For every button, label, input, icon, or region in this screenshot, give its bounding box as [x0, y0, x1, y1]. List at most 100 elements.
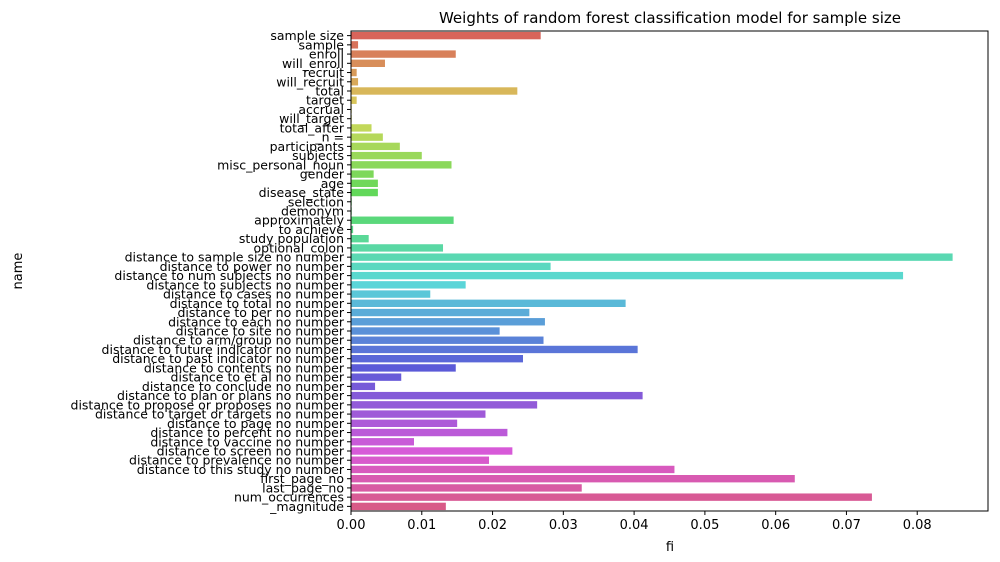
bar: [351, 124, 372, 132]
y-tick-label: total: [315, 84, 344, 99]
bar: [351, 465, 675, 474]
y-axis-label: name: [11, 253, 26, 290]
y-tick-label: distance to past indicator no number: [112, 351, 345, 366]
y-tick-label: optional_colon: [254, 240, 344, 255]
bar: [351, 87, 518, 95]
y-tick-label: distance to total no number: [170, 296, 345, 311]
chart-title: Weights of random forest classification …: [439, 9, 901, 27]
bar: [351, 225, 354, 234]
bar: [351, 373, 402, 381]
y-tick-label: first_page_no: [260, 471, 344, 486]
y-tick-label: gender: [300, 167, 345, 182]
bar: [351, 96, 357, 104]
y-tick-label: distance to sample size no number: [125, 250, 345, 265]
y-tick-label: distance to prevalence no number: [129, 453, 345, 468]
bar: [351, 262, 551, 271]
plot-frame: [350, 30, 989, 512]
y-tick-label: distance to vaccine no number: [150, 434, 345, 449]
y-tick-label: enroll: [309, 47, 344, 62]
y-tick-label: target: [306, 93, 344, 108]
x-axis-label: fi: [666, 540, 674, 555]
y-tick-label: distance to per no number: [177, 305, 344, 320]
x-tick-label: 0.02: [478, 518, 507, 533]
bar: [351, 438, 414, 446]
y-tick-label: distance to target or targets no number: [95, 407, 345, 422]
bar: [351, 78, 359, 86]
bar: [351, 456, 490, 464]
bar: [351, 170, 374, 178]
bar: [351, 355, 523, 363]
y-tick-label: age: [321, 176, 345, 191]
y-tick-label: distance to subjects no number: [146, 277, 344, 292]
bar: [351, 299, 626, 307]
y-tick-label: _n =: [314, 130, 344, 145]
y-tick-label: subjects: [292, 148, 344, 163]
bar: [351, 364, 456, 372]
y-tick-label: distance to arm/group no number: [133, 333, 345, 348]
bar: [351, 216, 454, 224]
bar: [351, 428, 508, 437]
bar: [351, 161, 452, 169]
y-tick-label: distance to plan or plans no number: [117, 388, 345, 403]
bar: [351, 281, 466, 289]
bar: [351, 253, 953, 261]
x-ticks: 0.00 0.01 0.02 0.03 0.04 0.05 0.06 0.07 0.08: [337, 511, 932, 533]
y-tick-label: sample size: [270, 28, 344, 43]
bar: [351, 59, 385, 67]
bar: [351, 410, 486, 418]
y-tick-label: distance to screen no number: [157, 444, 345, 459]
bar: [351, 502, 446, 511]
bar: [351, 382, 376, 391]
bar: [351, 133, 383, 141]
x-tick-label: 0.03: [549, 518, 578, 533]
bar: [351, 235, 369, 243]
y-tick-label: distance to conclude no number: [142, 379, 345, 394]
y-tick-label: distance to site no number: [176, 324, 345, 339]
y-tick-label: _magnitude: [269, 499, 344, 514]
y-tick-label: recruit: [303, 65, 344, 80]
bar: [351, 475, 795, 483]
y-tick-label: distance to contents no number: [144, 360, 345, 375]
y-tick-label: distance to future indicator no number: [102, 342, 345, 357]
x-tick-label: 0.00: [337, 518, 366, 533]
y-tick-label: participants: [270, 139, 344, 154]
bar: [351, 142, 400, 151]
y-tick-label: will_target: [279, 111, 344, 126]
bar: [351, 308, 530, 317]
bar: [351, 447, 513, 455]
y-tick-label: sample: [299, 37, 345, 52]
y-tick-labels: sample sizesampleenrollwill_enrollrecrui…: [71, 28, 351, 514]
y-tick-label: distance to propose or proposes no numbe…: [71, 397, 345, 412]
bar: [351, 327, 500, 335]
y-tick-label: distance to percent no number: [150, 425, 345, 440]
bar: [351, 401, 538, 409]
y-tick-label: disease_state: [259, 185, 345, 200]
y-tick-label: distance to this study no number: [137, 462, 345, 477]
bar: [351, 336, 544, 344]
y-tick-label: last_page_no: [262, 480, 344, 495]
y-tick-label: distance to page no number: [167, 416, 345, 431]
y-tick-label: distance to et al no number: [171, 370, 345, 385]
y-tick-label: study population: [239, 231, 344, 246]
x-tick-label: 0.05: [690, 518, 719, 533]
bar: [351, 290, 431, 298]
bar: [351, 151, 422, 160]
x-tick-label: 0.06: [761, 518, 790, 533]
bar: [351, 188, 378, 197]
bar: [351, 41, 359, 49]
bar: [351, 391, 643, 400]
y-tick-label: distance to each no number: [168, 314, 345, 329]
y-tick-label: will_enroll: [282, 56, 344, 71]
y-tick-label: misc_personal_noun: [217, 157, 344, 172]
y-tick-label: approximately: [254, 213, 344, 228]
y-tick-label: selection: [288, 194, 344, 209]
bar: [351, 484, 582, 492]
y-tick-label: distance to num subjects no number: [114, 268, 344, 283]
x-tick-label: 0.04: [620, 518, 649, 533]
bar: [351, 318, 545, 326]
bar: [351, 50, 456, 58]
x-tick-label: 0.01: [407, 518, 436, 533]
bar: [351, 345, 638, 354]
y-tick-label: num_occurrences: [234, 490, 344, 505]
